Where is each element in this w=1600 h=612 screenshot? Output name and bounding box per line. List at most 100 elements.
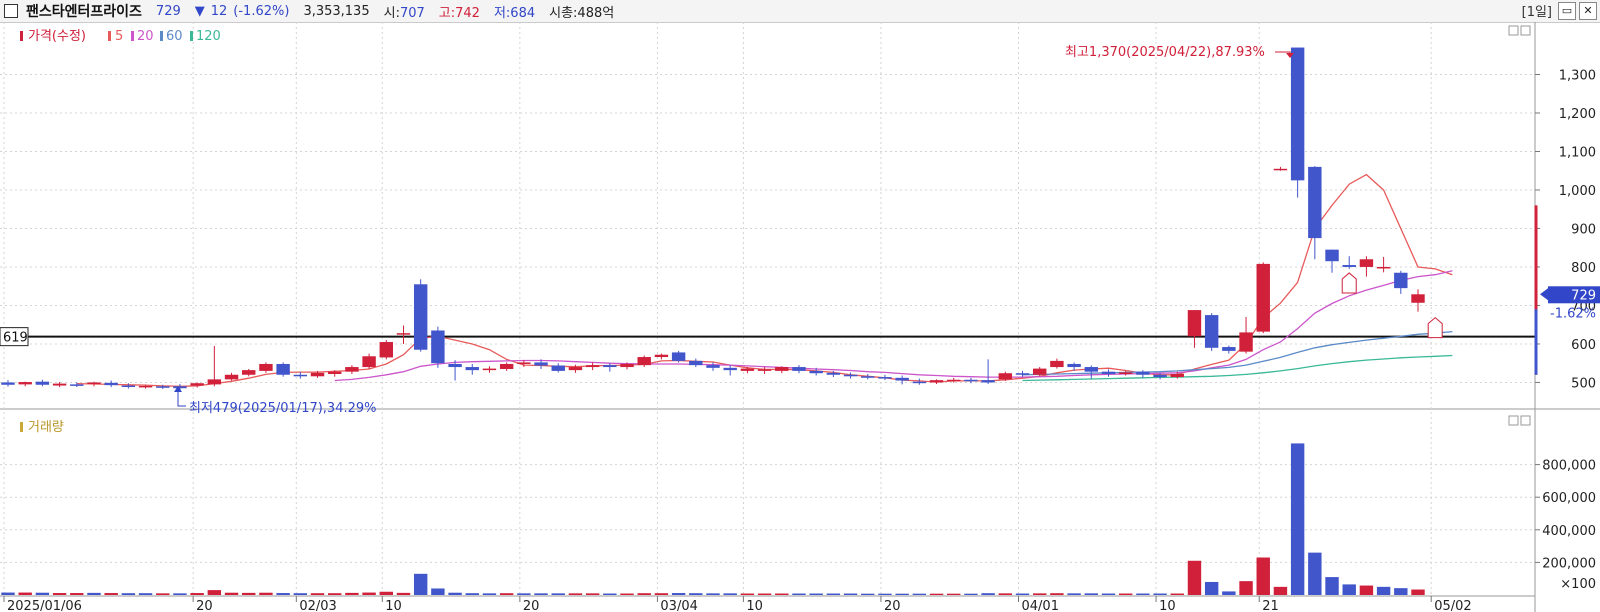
level-label: 619 (3, 331, 28, 346)
candle-body (1290, 47, 1305, 181)
high-arrow-head (1286, 53, 1294, 58)
low-arrow (177, 388, 186, 407)
date-tick-label: 20 (196, 599, 213, 612)
volume-bar (1050, 593, 1064, 595)
select-checkbox[interactable] (4, 4, 18, 18)
candle-body (998, 373, 1013, 380)
volume-bar (431, 588, 445, 595)
volume-bar (1222, 591, 1236, 595)
pane-close-icon[interactable] (1520, 25, 1531, 36)
candle-body (138, 385, 153, 388)
candle-body (1033, 368, 1047, 375)
open-value: 707 (399, 5, 425, 21)
candle-body (929, 380, 944, 383)
candle-body (878, 377, 892, 379)
volume-bar (1273, 586, 1288, 595)
candle-body (654, 354, 669, 358)
volume-bar (1290, 443, 1305, 595)
volume-bar (173, 593, 187, 595)
volume-bar (517, 593, 531, 595)
volume-bar (70, 593, 84, 595)
maximize-icon[interactable]: ▭ (1558, 1, 1576, 20)
volume-bar (345, 592, 359, 595)
candle-body (465, 367, 479, 371)
candle-body (1101, 371, 1116, 374)
candle-body (310, 372, 325, 377)
volume-bar (723, 593, 737, 595)
volume-bar (482, 593, 497, 595)
volume-bar (259, 592, 273, 595)
volume-bar (18, 592, 32, 595)
volume-bar (1308, 552, 1322, 595)
volume-bar (379, 591, 393, 595)
volume-bar (689, 593, 703, 595)
candle-body (706, 365, 720, 368)
volume-bar (190, 593, 204, 595)
volume-bar (826, 593, 841, 595)
volume-bar (1170, 593, 1184, 595)
candle-body (1136, 371, 1150, 375)
volume-bar (1153, 593, 1167, 595)
candle-body (775, 367, 789, 371)
candle-body (431, 330, 445, 364)
vol-pane-maximize-icon[interactable] (1508, 415, 1519, 426)
date-tick-label: 04/01 (1022, 599, 1059, 612)
candle-body (499, 363, 514, 369)
candle-body (1256, 263, 1270, 332)
vol-pane-close-icon[interactable] (1520, 415, 1531, 426)
volume-bar (1101, 593, 1116, 595)
volume-bar (775, 593, 789, 595)
legend-volume-marker (20, 422, 23, 432)
candle-body (207, 379, 222, 385)
candle-body (585, 365, 600, 368)
volume-bar (465, 593, 479, 595)
volume-bar (1033, 593, 1047, 595)
candle-body (52, 383, 67, 386)
volume-bar (207, 590, 222, 595)
date-tick-label: 20 (884, 599, 901, 612)
stock-name: 팬스타엔터프라이즈 (26, 4, 142, 20)
current-pct-label: -1.62% (1550, 306, 1596, 321)
candle-body (1376, 266, 1391, 269)
candle-body (1342, 265, 1356, 267)
volume-bar (878, 593, 892, 595)
volume-bar (947, 593, 961, 595)
volume-bar (912, 593, 927, 595)
volume-bar (1325, 577, 1339, 595)
candle-body (1359, 259, 1374, 267)
volume-bar (1359, 585, 1374, 595)
open-label: 시: (383, 5, 400, 21)
volume-bar (310, 593, 325, 595)
high-price: 고:742 (439, 2, 480, 21)
volume-bar (1376, 586, 1391, 595)
price-tick-label: 900 (1571, 222, 1596, 237)
close-icon[interactable]: ✕ (1579, 1, 1597, 20)
volume-bar (654, 593, 669, 595)
date-tick-label: 21 (1262, 599, 1279, 612)
volume-bar (1015, 593, 1030, 595)
volume-bar (551, 593, 565, 595)
volume-bar (1342, 584, 1356, 595)
date-tick-label: 10 (746, 599, 763, 612)
window-controls: [1일] ▭ ✕ (1522, 1, 1600, 20)
candle-body (1153, 374, 1167, 378)
volume-tick-label: 400,000 (1542, 524, 1596, 539)
pane-maximize-icon[interactable] (1508, 25, 1519, 36)
volume-bar (740, 593, 755, 595)
volume-bar (620, 593, 634, 595)
current-price-marker-icon (1540, 288, 1548, 301)
volume-bar (396, 592, 411, 595)
candle-body (517, 362, 531, 364)
period-selector[interactable]: [1일] (1521, 5, 1552, 20)
price-tick-label: 1,200 (1559, 107, 1596, 122)
stock-chart: 가격(수정) 5 20 60 120 거래량 1,300 1,200 1,100 1,… (0, 22, 1600, 612)
axes: 1,3001,2001,1001,000900800700600500800,0… (3, 68, 1596, 612)
volume-tick-label: 800,000 (1542, 459, 1596, 474)
low-arrow-head (174, 386, 182, 392)
volume-bar (499, 593, 514, 595)
ma20-line (334, 270, 1453, 382)
volume-legend: 거래량 (20, 420, 64, 435)
candle-body (104, 382, 118, 386)
current-price-label: 729 (1571, 288, 1596, 303)
volume-bar (1256, 557, 1270, 595)
